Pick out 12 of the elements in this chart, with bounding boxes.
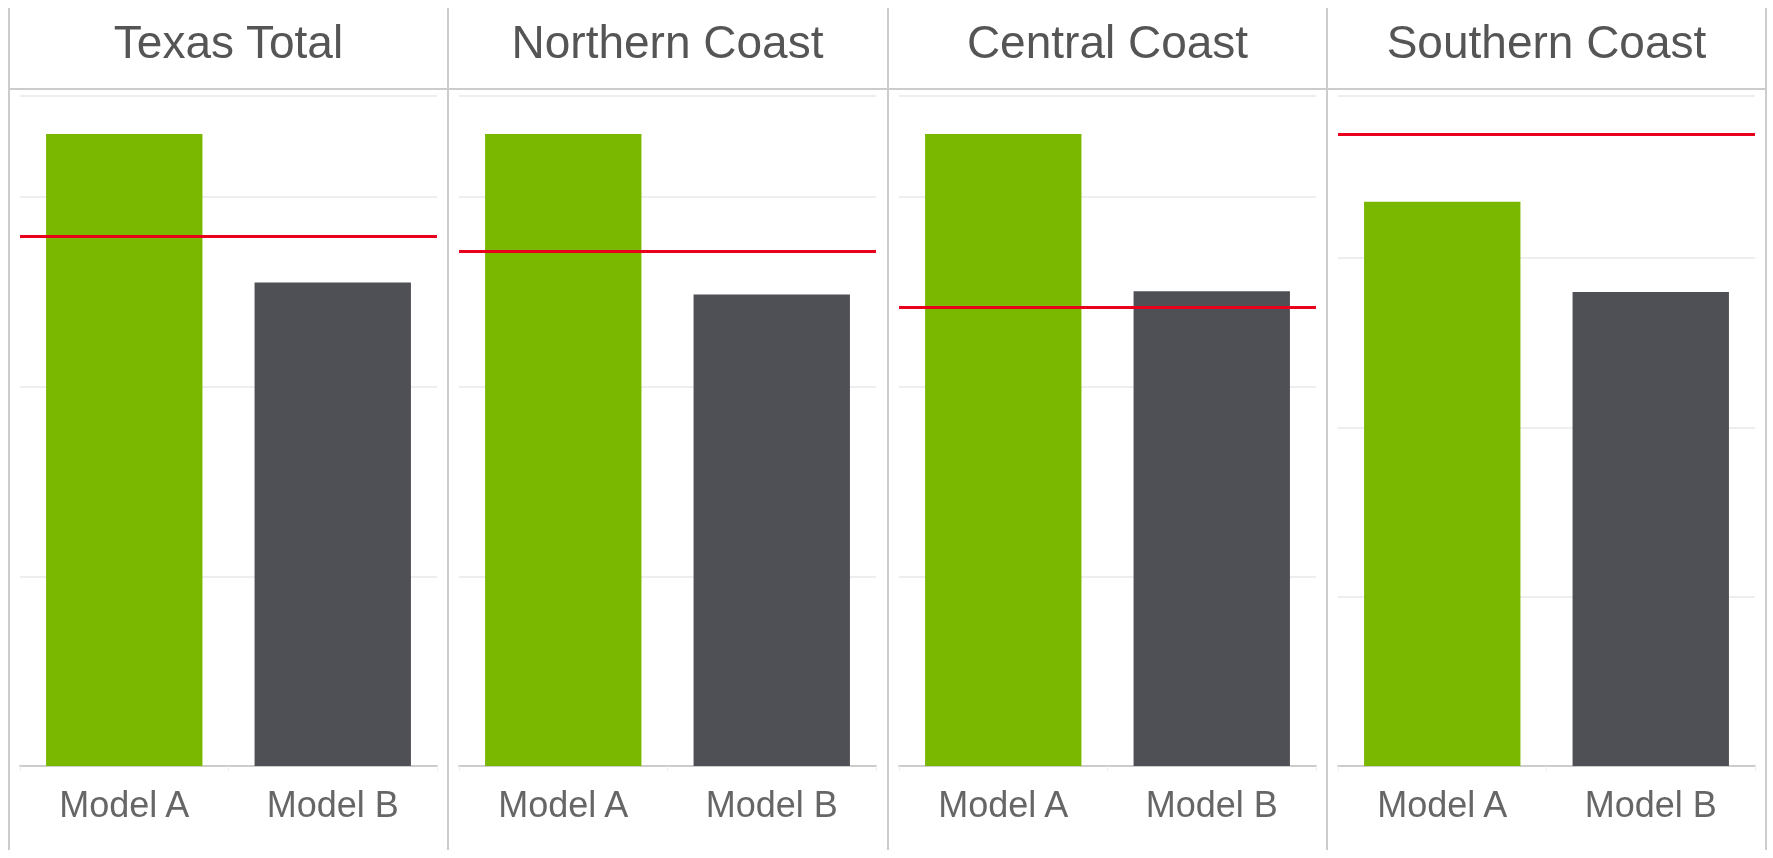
x-tick-label: Model B <box>266 783 399 825</box>
chart-title: Southern Coast <box>1386 16 1707 68</box>
x-tick-label: Model B <box>705 783 839 825</box>
x-tick-label: Model A <box>498 783 629 825</box>
x-tick-label: Model A <box>59 783 190 825</box>
chart-title: Texas Total <box>113 16 344 68</box>
x-tick-label: Model A <box>937 783 1068 825</box>
x-tick-label: Model A <box>1376 783 1508 825</box>
x-tick-label: Model B <box>1584 783 1717 825</box>
chart-title: Northern Coast <box>511 16 824 68</box>
chart-title: Central Coast <box>966 16 1248 68</box>
x-tick-label: Model B <box>1145 783 1278 825</box>
